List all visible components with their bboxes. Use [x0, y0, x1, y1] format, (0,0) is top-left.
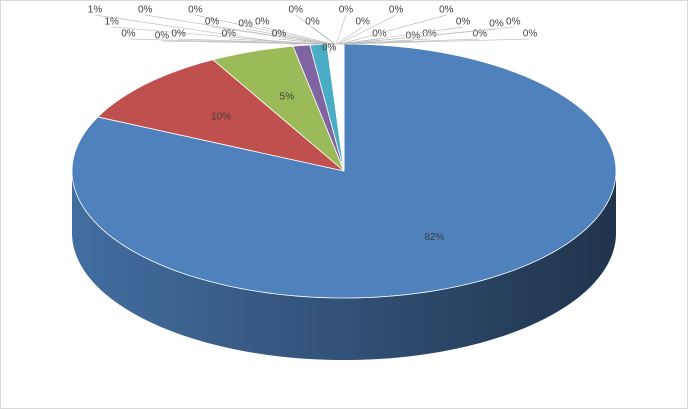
data-label: 0% [222, 29, 237, 40]
leader-line [340, 26, 464, 45]
data-label: 0% [355, 17, 370, 28]
pie-slice [97, 59, 345, 172]
leader-line [340, 14, 447, 45]
data-label: 0% [339, 5, 354, 16]
data-label: 0% [372, 29, 387, 40]
leader-line [262, 26, 333, 45]
leader-line [178, 38, 330, 45]
data-label: 0% [121, 29, 136, 40]
data-label: 0% [473, 29, 488, 40]
data-label: 0% [305, 17, 320, 28]
data-label: 0% [171, 29, 186, 40]
pie-side-shade [72, 171, 616, 360]
data-label: 0% [255, 17, 270, 28]
leader-line [295, 14, 335, 45]
leader-line [336, 26, 363, 45]
leader-line [228, 38, 332, 45]
leader-line [343, 38, 531, 45]
data-label: 0% [188, 5, 203, 16]
leader-line [161, 40, 329, 45]
leader-line [335, 14, 347, 45]
data-label: 1% [105, 17, 120, 28]
data-label: 0% [422, 29, 437, 40]
data-label: 0% [523, 29, 538, 40]
data-label: 0% [289, 5, 304, 16]
data-label: 0% [238, 19, 253, 30]
data-label: 0% [138, 5, 153, 16]
data-label: 0% [205, 17, 220, 28]
data-label: 0% [439, 5, 454, 16]
data-label: 82% [424, 232, 444, 243]
leader-line [279, 38, 334, 45]
data-label: 0% [489, 19, 504, 30]
leader-line [212, 26, 331, 45]
data-label: 0% [456, 17, 471, 28]
leader-line [342, 26, 514, 45]
leader-line [338, 14, 397, 45]
data-label: 5% [280, 92, 295, 103]
data-label: 1% [88, 5, 103, 16]
data-label: 0% [506, 17, 521, 28]
data-label: 0% [322, 43, 337, 54]
data-label: 0% [389, 5, 404, 16]
leader-line [245, 28, 333, 45]
pie-slice [212, 45, 345, 172]
data-label: 10% [211, 112, 231, 123]
data-label: 0% [272, 29, 287, 40]
data-label: 0% [406, 31, 421, 42]
leader-line [328, 43, 336, 54]
leader-line [195, 14, 331, 45]
data-label: 0% [155, 31, 170, 42]
leader-line [312, 26, 335, 45]
